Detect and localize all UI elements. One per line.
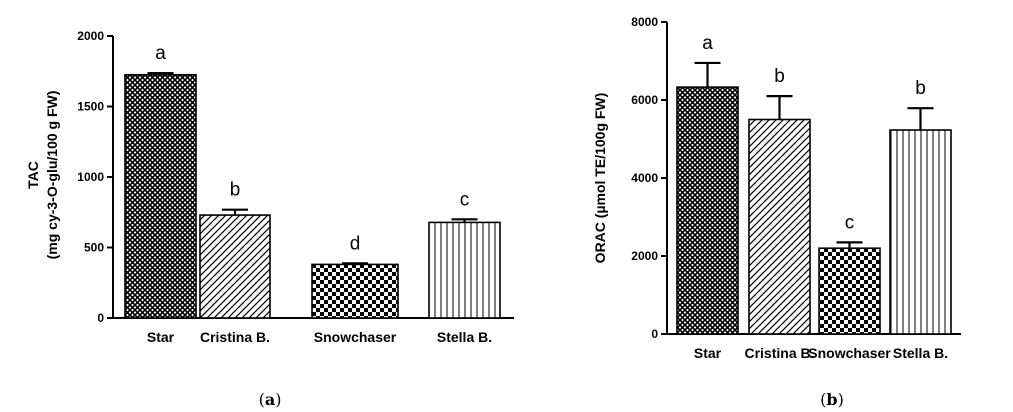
bar-snowchaser bbox=[311, 263, 399, 319]
y-axis-label: ORAC (µmol TE/100g FW) bbox=[592, 93, 608, 264]
y-tick-label: 0 bbox=[97, 311, 104, 325]
y-tick-label: 2000 bbox=[631, 249, 658, 263]
bar-cristina-b bbox=[199, 214, 271, 319]
x-tick-label: Snowchaser bbox=[314, 329, 397, 345]
significance-letter: d bbox=[350, 233, 361, 254]
x-tick-label: Snowchaser bbox=[808, 345, 891, 361]
significance-letter: c bbox=[460, 189, 470, 210]
significance-letter: b bbox=[230, 180, 241, 201]
y-tick-label: 4000 bbox=[631, 171, 658, 185]
significance-letter: a bbox=[155, 43, 166, 64]
significance-letter: a bbox=[702, 33, 713, 54]
x-tick-label: Stella B. bbox=[893, 345, 948, 361]
y-tick-label: 500 bbox=[84, 241, 104, 255]
y-tick-label: 0 bbox=[651, 327, 658, 341]
x-tick-label: Cristina B. bbox=[744, 345, 814, 361]
x-tick-label: Cristina B. bbox=[200, 329, 270, 345]
panel-label: (b) bbox=[820, 390, 844, 409]
bar-stella-b bbox=[428, 221, 501, 319]
x-tick-label: Star bbox=[147, 329, 175, 345]
y-tick-label: 2000 bbox=[77, 29, 104, 43]
y-tick-label: 8000 bbox=[631, 15, 658, 29]
y-tick-label: 1000 bbox=[77, 170, 104, 184]
significance-letter: b bbox=[915, 78, 926, 99]
bar-cristina-b bbox=[748, 118, 811, 335]
y-axis-label-units: (mg cy-3-O-glu/100 g FW) bbox=[44, 91, 60, 260]
x-tick-label: Stella B. bbox=[437, 329, 492, 345]
significance-letter: c bbox=[845, 212, 855, 233]
bar-star bbox=[124, 73, 197, 319]
x-tick-label: Star bbox=[694, 345, 722, 361]
bar-star bbox=[676, 86, 739, 335]
bar-stella-b bbox=[889, 129, 952, 335]
significance-letter: b bbox=[774, 66, 785, 87]
y-tick-label: 6000 bbox=[631, 93, 658, 107]
bar-snowchaser bbox=[818, 247, 881, 335]
panel-b: 0 2000 4000 6000 8000 a Star b Cristina B. c Snowc… bbox=[592, 15, 961, 409]
panel-a: 0 500 1000 1500 2000 a Star b Cristina B. d Snowch… bbox=[25, 29, 514, 409]
y-tick-label: 1500 bbox=[77, 100, 104, 114]
panel-label: (a) bbox=[259, 390, 282, 409]
y-axis-label: TAC bbox=[25, 161, 41, 189]
